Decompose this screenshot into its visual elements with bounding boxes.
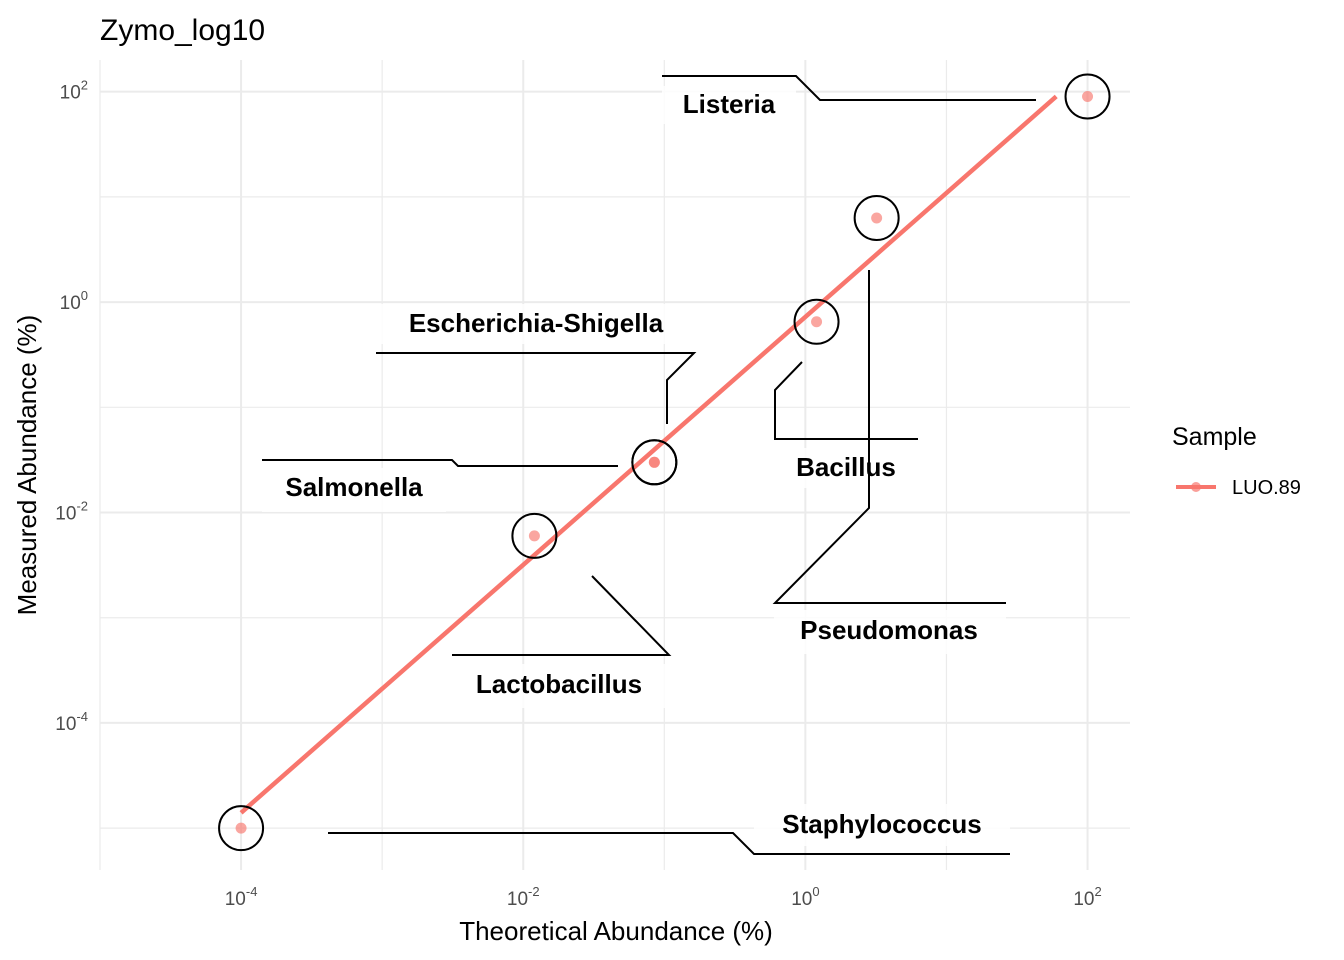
label-background <box>754 804 1010 846</box>
y-tick-label: 10-2 <box>55 499 88 525</box>
x-tick-label: 10-4 <box>225 884 258 910</box>
point-label: Staphylococcus <box>782 809 981 839</box>
label-connector <box>262 459 618 467</box>
highlight-circle <box>853 194 900 241</box>
legend-title: Sample <box>1172 423 1257 451</box>
label-background <box>662 86 796 124</box>
y-tick-labels: 102 100 10-2 10-4 <box>55 78 88 735</box>
legend-entry-label: LUO.89 <box>1232 477 1301 499</box>
point-labels: Staphylococcus Lactobacillus Salmonella Esc… <box>262 75 1036 855</box>
highlight-circle <box>218 805 265 852</box>
data-point <box>871 212 883 224</box>
label-connector <box>772 270 1006 604</box>
highlight-circle <box>511 512 558 559</box>
point-label: Listeria <box>683 89 776 119</box>
point-label: Lactobacillus <box>476 669 642 699</box>
y-tick-label: 10-4 <box>55 709 88 735</box>
data-point <box>235 822 247 834</box>
data-point <box>811 316 823 328</box>
label-background <box>452 664 668 708</box>
label-connector <box>376 352 697 424</box>
legend: Sample LUO.89 <box>1172 423 1301 499</box>
point-label: Pseudomonas <box>800 615 978 645</box>
x-tick-labels: 10-4 10-2 100 102 <box>225 884 1102 910</box>
label-background <box>775 448 918 488</box>
legend-point-swatch <box>1191 482 1201 492</box>
highlight-circles <box>218 73 1111 852</box>
x-tick-label: 102 <box>1073 884 1101 910</box>
point-label: Bacillus <box>796 452 896 482</box>
highlight-circle <box>1064 73 1111 120</box>
data-point <box>648 456 660 468</box>
label-connector <box>662 75 1036 101</box>
label-background <box>262 468 446 512</box>
points-layer <box>235 90 1094 834</box>
grid-lines <box>99 60 1130 870</box>
fit-line-layer <box>239 94 1058 815</box>
point-label: Escherichia-Shigella <box>409 308 664 338</box>
label-connector <box>452 575 672 656</box>
fit-line <box>239 94 1058 815</box>
point-label: Salmonella <box>285 472 423 502</box>
x-tick-label: 100 <box>791 884 819 910</box>
x-axis-title: Theoretical Abundance (%) <box>459 916 773 946</box>
highlight-circle <box>631 439 678 486</box>
label-background <box>774 610 1006 654</box>
y-tick-label: 102 <box>60 78 88 104</box>
label-background <box>376 304 694 344</box>
data-point <box>1082 90 1094 102</box>
label-connector <box>328 832 1010 855</box>
x-tick-label: 10-2 <box>507 884 540 910</box>
data-point <box>528 530 540 542</box>
label-connector <box>774 361 918 440</box>
y-tick-label: 100 <box>60 288 88 314</box>
chart-title: Zymo_log10 <box>100 14 265 47</box>
highlight-circle <box>793 298 840 345</box>
y-axis-title: Measured Abundance (%) <box>12 315 42 616</box>
